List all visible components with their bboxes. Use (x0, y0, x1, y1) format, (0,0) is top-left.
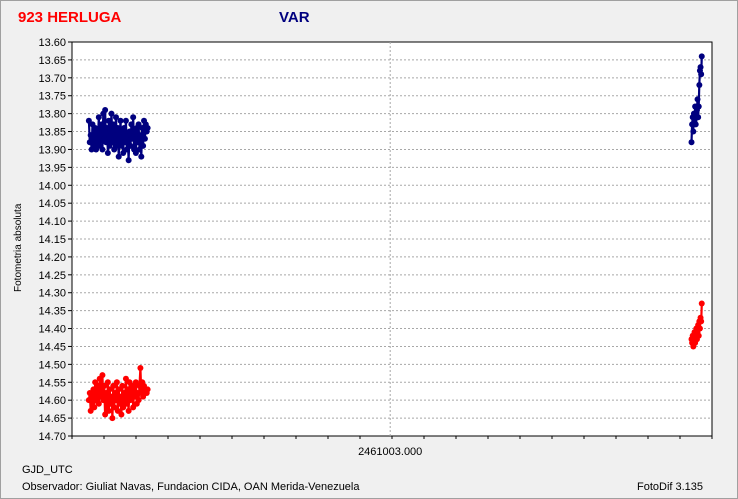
y-tick-label: 13.65 (38, 55, 66, 67)
data-point (130, 114, 137, 121)
y-tick-label: 14.55 (38, 377, 66, 389)
data-point (129, 135, 136, 142)
data-point (694, 96, 701, 103)
data-point (98, 121, 105, 128)
data-point (104, 379, 111, 386)
data-point (100, 397, 107, 404)
y-tick-label: 14.70 (38, 431, 66, 443)
data-point (127, 397, 134, 404)
chart-title-right: VAR (279, 9, 310, 26)
grid-lines (72, 42, 712, 436)
software-version: FotoDif 3.135 (637, 481, 704, 493)
data-point (698, 318, 705, 325)
y-tick-label: 14.40 (38, 324, 66, 336)
y-axis-ticks: 13.60 13.65 13.70 13.75 13.80 13.85 13.90 13.95… (38, 37, 72, 443)
y-tick-label: 13.80 (38, 109, 66, 121)
y-tick-label: 14.20 (38, 252, 66, 264)
data-point (695, 114, 702, 121)
observer-credit: Observador: Giuliat Navas, Fundacion CID… (22, 481, 360, 493)
data-point (110, 121, 117, 128)
data-point (122, 117, 129, 124)
data-point (91, 404, 98, 411)
data-point (696, 325, 703, 332)
data-point (88, 393, 95, 400)
data-point (118, 411, 125, 418)
data-point (117, 117, 124, 124)
data-point (109, 415, 116, 422)
y-tick-label: 13.75 (38, 91, 66, 103)
data-point (119, 382, 126, 389)
data-point (126, 128, 133, 135)
data-point (128, 121, 135, 128)
y-tick-label: 14.15 (38, 234, 66, 246)
data-point (698, 71, 705, 78)
y-tick-label: 14.30 (38, 288, 66, 300)
data-point (95, 114, 102, 121)
series-comp (85, 300, 705, 422)
y-tick-label: 14.35 (38, 306, 66, 318)
data-series (85, 53, 705, 422)
data-point (141, 135, 148, 142)
data-point (135, 397, 142, 404)
series-var (85, 53, 705, 164)
y-tick-label: 14.00 (38, 180, 66, 192)
data-point (695, 332, 702, 339)
data-point (105, 117, 112, 124)
data-point (697, 64, 704, 71)
data-point (137, 132, 144, 139)
data-point (144, 386, 151, 393)
data-point (95, 400, 102, 407)
data-point (698, 53, 705, 60)
data-point (122, 139, 129, 146)
y-tick-label: 14.25 (38, 270, 66, 282)
data-point (116, 135, 123, 142)
data-point (104, 150, 111, 157)
data-point (113, 142, 120, 149)
y-tick-label: 14.50 (38, 359, 66, 371)
data-point (112, 132, 119, 139)
y-tick-label: 13.60 (38, 37, 66, 49)
data-point (125, 407, 132, 414)
data-point (125, 157, 132, 164)
data-point (134, 139, 141, 146)
y-tick-label: 14.60 (38, 395, 66, 407)
y-tick-label: 13.95 (38, 162, 66, 174)
chart-title-left: 923 HERLUGA (18, 9, 122, 26)
y-tick-label: 14.65 (38, 413, 66, 425)
data-point (99, 146, 106, 153)
x-tick-label: 2461003.000 (358, 446, 422, 458)
y-tick-label: 13.85 (38, 127, 66, 139)
y-tick-label: 14.10 (38, 216, 66, 228)
y-tick-label: 14.45 (38, 341, 66, 353)
x-axis-label: GJD_UTC (22, 464, 73, 476)
data-point (690, 128, 697, 135)
data-point (114, 124, 121, 131)
y-tick-label: 14.05 (38, 198, 66, 210)
data-point (696, 81, 703, 88)
data-point (692, 121, 699, 128)
data-point (107, 128, 114, 135)
data-point (695, 103, 702, 110)
y-tick-label: 13.90 (38, 144, 66, 156)
data-point (121, 124, 128, 131)
data-point (115, 153, 122, 160)
data-point (140, 142, 147, 149)
y-tick-label: 13.70 (38, 73, 66, 85)
data-point (102, 107, 109, 114)
data-point (137, 364, 144, 371)
data-point (105, 407, 112, 414)
data-point (144, 124, 151, 131)
data-point (109, 139, 116, 146)
data-point (688, 139, 695, 146)
data-point (138, 153, 145, 160)
data-point (99, 372, 106, 379)
data-point (698, 300, 705, 307)
data-point (112, 114, 119, 121)
data-point (113, 379, 120, 386)
data-point (108, 110, 115, 117)
x-axis-ticks: 2461003.000 (71, 436, 713, 458)
